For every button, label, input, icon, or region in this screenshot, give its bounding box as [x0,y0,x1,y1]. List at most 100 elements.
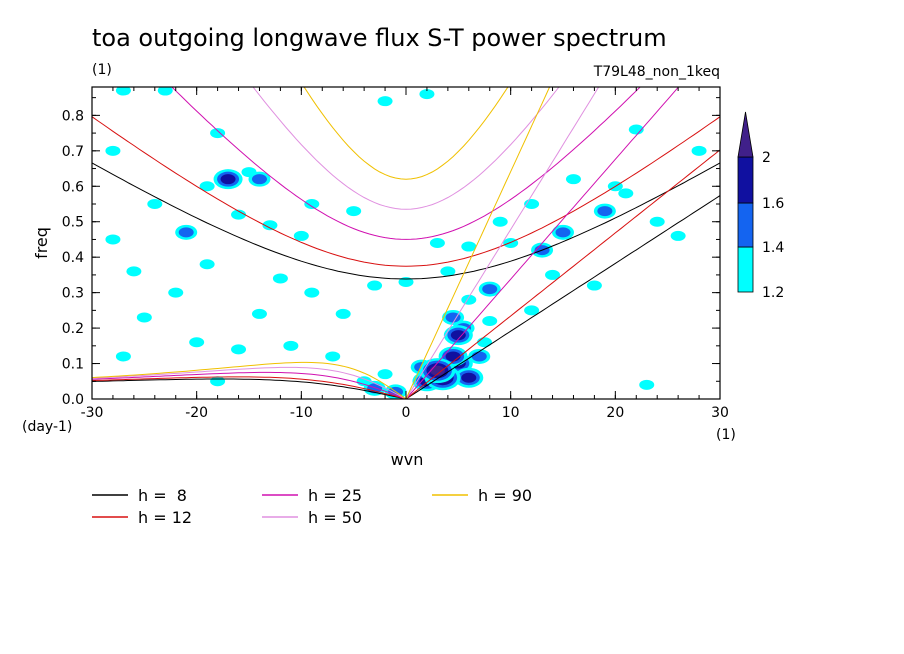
axis-ticks: -30 -20 -10 0 10 20 30 0.0 0.1 0.2 0.3 0.4 0.5 0.6 0.7… [62,87,729,421]
contour-blob [136,312,152,323]
x-tick-label: 20 [606,405,624,421]
colorbar-segment [737,156,754,204]
contour-blob [157,87,173,96]
contour-blob [283,340,299,351]
contour-blob [189,337,205,348]
dispersion-curves [92,87,720,399]
x-tick-label: 10 [502,405,520,421]
inertia-gravity-curve [252,87,560,210]
legend-label: h = 90 [478,486,532,505]
contour-blob [377,369,393,380]
contour-blob [461,294,477,305]
contour-blob [565,174,581,185]
x-tick-label: -30 [81,405,104,421]
contour-blob [115,87,131,96]
chart-subtitle-left: (1) [92,62,112,78]
y-tick-label: 0.8 [62,108,84,124]
contour-blob [503,238,519,248]
contour-blob [429,365,445,376]
colorbar: 1.2 1.4 1.6 2 [737,111,784,301]
kelvin-wave-curve [405,87,680,399]
contour-blob [482,284,498,295]
contour-blob [398,277,414,287]
contour-blob [670,230,686,241]
contour-blob [231,209,247,220]
contour-blob [461,241,477,252]
y-axis-label: freq [32,227,51,259]
legend-label: h = 8 [138,486,187,505]
rossby-wave-curve [92,376,407,399]
inertia-gravity-curve [92,116,720,267]
contour-blob [346,206,362,217]
colorbar-label: 1.2 [762,285,784,301]
contour-blob [251,174,267,185]
contour-blob [492,216,508,227]
spectrum-contours [105,87,707,399]
contour-blob [445,351,461,362]
x-tick-label: -20 [185,405,208,421]
contour-blob [325,351,341,362]
contour-blob [419,89,435,100]
contour-blob [450,330,466,341]
contour-blob [168,287,184,298]
contour-blob [220,174,236,185]
legend-label: h = 50 [308,508,362,527]
legend-label: h = 25 [308,486,362,505]
contour-blob [461,372,477,383]
contour-blob [304,199,320,209]
contour-blob [440,266,456,277]
contour-blob [262,220,278,231]
y-tick-label: 0.0 [62,392,84,408]
contour-blob [199,259,215,270]
kelvin-wave-curve [405,87,600,399]
x-axis-unit: (1) [716,427,736,443]
kelvin-wave-curve [405,195,720,399]
contour-blob [105,145,121,156]
contour-blob [147,199,163,209]
kelvin-wave-curve [405,149,720,399]
contour-blob [597,206,613,217]
x-tick-label: -10 [290,405,313,421]
colorbar-extend-arrow [737,111,754,158]
contour-blob [251,308,267,319]
contour-blob [126,266,142,277]
colorbar-label: 1.6 [762,196,784,212]
contour-blob [628,124,644,135]
contour-blob [691,145,707,156]
contour-blob [210,128,226,139]
y-tick-label: 0.1 [62,357,84,373]
kelvin-wave-curve [405,87,551,399]
colorbar-label: 2 [762,150,771,166]
y-tick-label: 0.2 [62,321,84,337]
contour-blob [210,376,226,387]
contour-blob [555,227,571,238]
contour-blob [524,305,540,316]
contour-blob [639,379,655,390]
x-axis-label: wvn [391,450,424,469]
plot-frame [91,86,721,400]
contour-blob [199,181,215,192]
y-tick-label: 0.5 [62,215,84,231]
inertia-gravity-curve [303,87,509,180]
contour-blob [471,351,487,362]
chart-subtitle-right: T79L48_non_1keq [593,64,720,80]
contour-blob [304,287,320,298]
contour-blob [482,316,498,326]
rossby-wave-curve [92,366,407,399]
x-tick-label: 30 [711,405,729,421]
inertia-gravity-curve [171,87,641,240]
contour-blob [445,312,461,323]
colorbar-segment [737,246,754,293]
inertia-gravity-curve [92,162,720,280]
contour-blob [377,96,393,107]
contour-blob [586,280,602,291]
contour-blob [178,227,194,238]
x-tick-label: 0 [402,405,411,421]
y-tick-label: 0.7 [62,144,84,160]
contour-blob [618,188,634,199]
contour-blob [429,238,445,248]
colorbar-segment [737,202,754,248]
y-axis-unit: (day-1) [22,419,72,435]
rossby-wave-curve [92,371,407,399]
